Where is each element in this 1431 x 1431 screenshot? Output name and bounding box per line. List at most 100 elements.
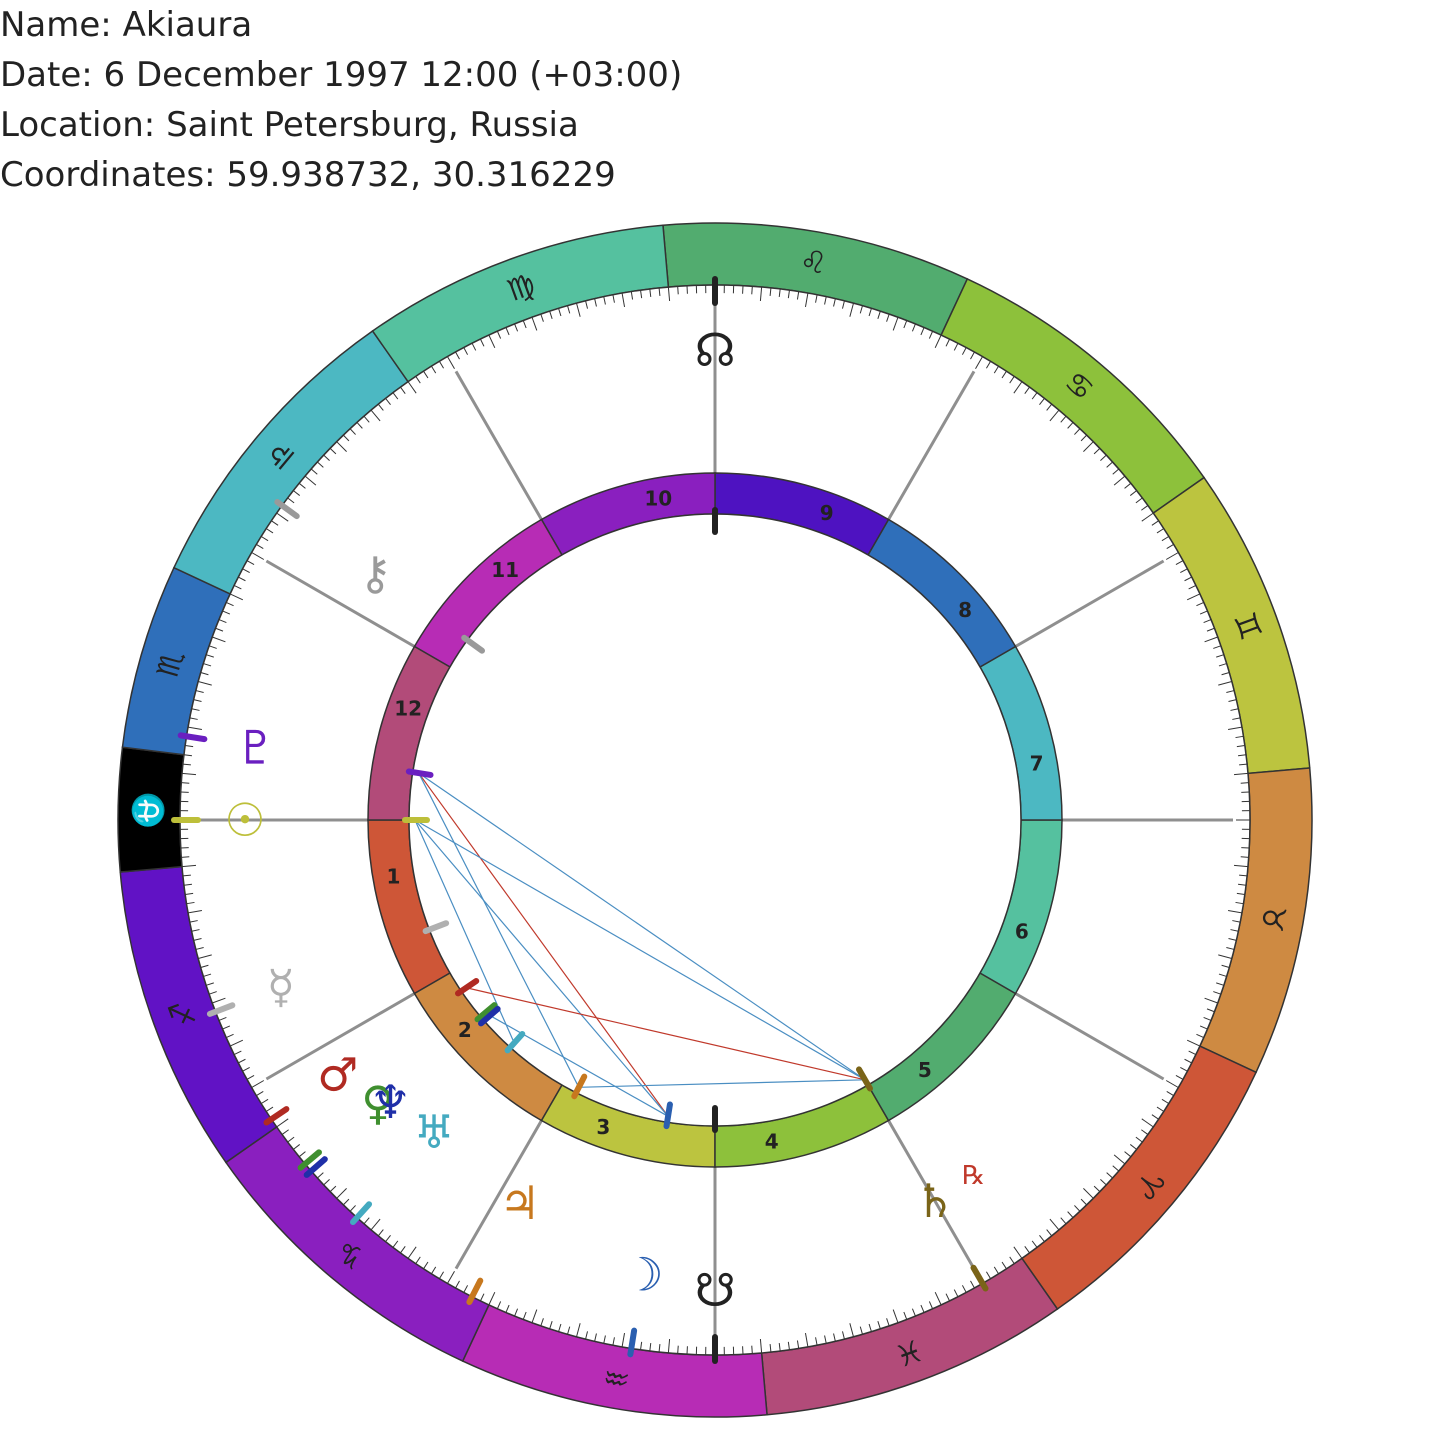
- degree-tick: [1141, 505, 1149, 511]
- degree-tick: [849, 303, 854, 317]
- degree-tick: [342, 1198, 350, 1206]
- degree-tick: [1165, 552, 1179, 560]
- degree-tick: [1156, 1106, 1164, 1112]
- degree-tick: [751, 286, 753, 295]
- degree-tick: [558, 1323, 562, 1332]
- degree-tick: [1100, 1179, 1107, 1186]
- degree-tick: [985, 1271, 991, 1279]
- degree-tick: [945, 338, 950, 347]
- house-cusp-line: [454, 1119, 543, 1270]
- degree-tick: [576, 303, 581, 317]
- degree-tick: [246, 560, 255, 565]
- degree-tick: [447, 356, 455, 370]
- degree-tick: [1112, 468, 1120, 475]
- jupiter-inner-marker: [571, 1073, 588, 1100]
- degree-tick: [329, 1185, 337, 1193]
- degree-tick: [1188, 1050, 1197, 1055]
- degree-tick: [256, 544, 264, 550]
- degree-tick: [1124, 482, 1132, 489]
- degree-tick: [1067, 1211, 1074, 1218]
- degree-tick: [1060, 1217, 1067, 1225]
- degree-tick: [759, 1338, 763, 1354]
- degree-tick: [522, 1311, 527, 1320]
- degree-tick: [1199, 610, 1208, 615]
- neptune-inner-marker: [478, 1005, 501, 1027]
- degree-tick: [911, 1308, 916, 1317]
- degree-tick: [1031, 392, 1038, 400]
- degree-tick: [677, 1345, 679, 1354]
- degree-tick: [229, 593, 244, 601]
- degree-tick: [585, 1331, 588, 1340]
- coordinates-line: Coordinates: 59.938732, 30.316229: [0, 155, 616, 195]
- house-cusp-line: [1014, 992, 1165, 1081]
- degree-tick: [191, 708, 200, 711]
- degree-tick: [612, 1337, 615, 1346]
- zodiac-sign-glyph: ♉: [1253, 902, 1292, 935]
- degree-tick: [859, 305, 863, 314]
- degree-tick: [181, 772, 197, 776]
- degree-tick: [246, 1075, 255, 1080]
- degree-tick: [549, 1321, 553, 1329]
- degree-tick: [203, 973, 212, 977]
- retrograde-label: ℞: [962, 1161, 985, 1191]
- house-cusp-line: [887, 1119, 976, 1270]
- house-cusp-line: [265, 992, 416, 1081]
- aspect-line: [418, 772, 580, 1088]
- degree-tick: [1228, 699, 1237, 702]
- degree-tick: [658, 287, 661, 296]
- degree-tick: [1083, 1188, 1094, 1199]
- degree-tick: [1180, 1066, 1188, 1072]
- degree-tick: [1216, 982, 1224, 986]
- mars-outer-marker: [263, 1106, 290, 1126]
- house-number: 5: [918, 1058, 932, 1082]
- degree-tick: [271, 520, 279, 526]
- aspect-line: [484, 1012, 669, 1117]
- degree-tick: [1240, 782, 1249, 784]
- degree-tick: [226, 1033, 234, 1039]
- degree-tick: [189, 717, 198, 720]
- degree-tick: [1129, 1144, 1137, 1150]
- mercury-inner-marker: [422, 920, 450, 935]
- degree-tick: [455, 351, 460, 360]
- degree-tick: [824, 1335, 827, 1344]
- degree-tick: [1074, 428, 1081, 435]
- degree-tick: [630, 291, 634, 300]
- degree-tick: [961, 347, 967, 355]
- mars-icon: ♂: [317, 1047, 358, 1101]
- degree-tick: [1226, 690, 1235, 693]
- moon-outer-marker: [627, 1327, 638, 1358]
- degree-tick: [842, 1331, 845, 1340]
- degree-tick: [961, 1285, 967, 1293]
- degree-tick: [975, 356, 983, 370]
- degree-tick: [363, 415, 370, 423]
- degree-tick: [455, 1280, 460, 1289]
- degree-tick: [1206, 1008, 1215, 1013]
- degree-tick: [1228, 938, 1237, 941]
- degree-tick: [1221, 672, 1230, 676]
- degree-tick: [1141, 1118, 1154, 1128]
- center-circle: [408, 513, 1022, 1127]
- degree-tick: [612, 294, 615, 303]
- degree-tick: [1135, 497, 1143, 504]
- house-number: 6: [1015, 920, 1029, 944]
- chart-header: Name: Akiaura Date: 6 December 1997 12:0…: [0, 0, 682, 200]
- degree-tick: [1238, 883, 1247, 886]
- degree-tick: [903, 1311, 908, 1320]
- chiron-inner-marker: [461, 634, 486, 654]
- degree-tick: [1141, 512, 1154, 522]
- degree-tick: [377, 403, 384, 411]
- degree-tick: [993, 1266, 999, 1274]
- degree-tick: [431, 366, 437, 374]
- house-cusp-line: [1014, 559, 1165, 648]
- degree-tick: [1001, 371, 1007, 379]
- degree-tick: [1106, 461, 1113, 468]
- degree-tick: [903, 320, 908, 329]
- degree-tick: [317, 1172, 324, 1179]
- degree-tick: [363, 1217, 370, 1225]
- degree-tick: [1001, 1261, 1007, 1269]
- degree-tick: [238, 576, 246, 582]
- degree-tick: [183, 883, 192, 886]
- degree-tick: [186, 901, 195, 905]
- degree-tick: [323, 454, 330, 461]
- degree-tick: [514, 1308, 519, 1317]
